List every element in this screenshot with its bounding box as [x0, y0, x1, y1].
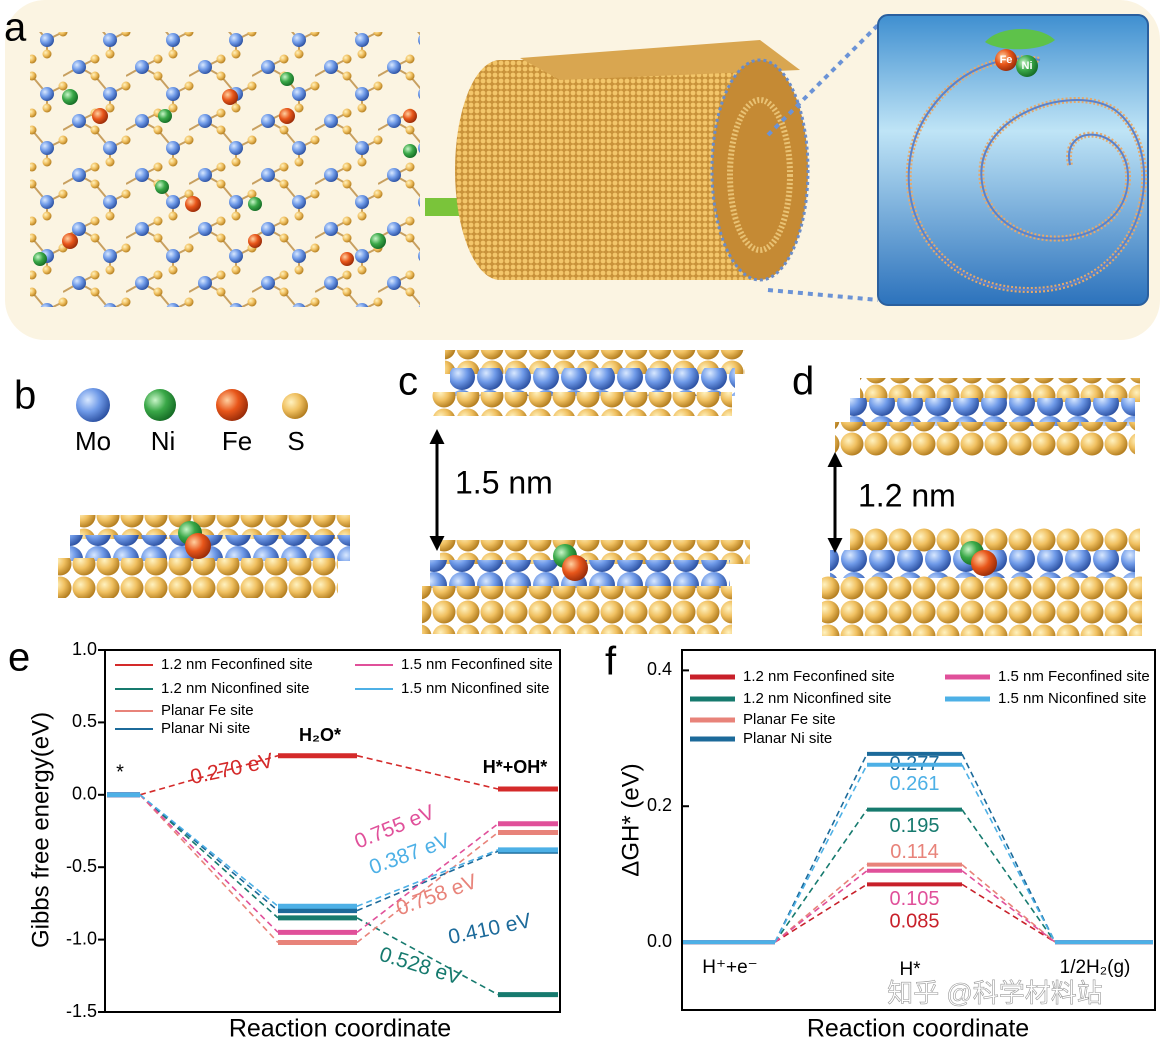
data-label: 0.085 — [889, 911, 939, 933]
connector — [139, 794, 279, 912]
legend-label: 1.2 nm Feconfined site — [161, 656, 313, 673]
y-tick-label: 0.0 — [72, 784, 97, 804]
y-tick-label: 0.0 — [647, 931, 672, 951]
annotation: 0.528 eV — [377, 943, 464, 990]
leaf — [985, 28, 1055, 50]
category-label: H⁺+e⁻ — [702, 957, 757, 978]
legend-label: 1.2 nm Feconfined site — [743, 668, 895, 685]
connector — [139, 794, 279, 919]
legend-label: 1.5 nm Feconfined site — [401, 656, 553, 673]
legend-label: 1.5 nm Feconfined site — [998, 668, 1150, 685]
connector — [139, 794, 279, 933]
plot-frame — [681, 649, 1156, 1011]
legend-label: 1.2 nm Niconfined site — [743, 690, 891, 707]
atom-label: Fe — [222, 426, 252, 456]
connector — [961, 753, 1056, 943]
slab — [422, 350, 750, 634]
connector — [139, 794, 279, 907]
spiral-core — [907, 57, 1145, 292]
y-tick-label: -1.5 — [66, 1001, 97, 1021]
legend-label: Planar Fe site — [743, 711, 836, 728]
connector — [356, 754, 499, 790]
annotation: 0.410 eV — [446, 909, 533, 949]
x-axis-title: Reaction coordinate — [807, 1015, 1029, 1043]
dopants — [33, 72, 417, 266]
connector — [139, 754, 279, 796]
atom-label: Ni — [151, 426, 176, 456]
y-tick-label: -1.0 — [66, 928, 97, 948]
annotation: 0.758 eV — [393, 870, 480, 920]
panel-label: b — [14, 374, 36, 418]
connector — [356, 917, 499, 996]
connector — [356, 849, 499, 908]
connector — [774, 870, 868, 943]
connector — [356, 850, 499, 912]
watermark: 知乎 @科学材料站 — [887, 978, 1103, 1008]
panel-label: e — [8, 636, 30, 680]
atom-label: S — [287, 426, 304, 456]
inset-label: Fe — [1000, 54, 1013, 66]
connector — [961, 764, 1056, 943]
atom-ni — [144, 389, 176, 421]
y-axis-title: Gibbs free energy(eV) — [27, 712, 54, 948]
panel-label: d — [792, 360, 814, 404]
category-label: H* — [899, 959, 921, 980]
slab — [58, 515, 350, 598]
panel-label: c — [398, 360, 418, 404]
legend-label: Planar Ni site — [743, 730, 832, 747]
y-tick-label: 0.2 — [647, 795, 672, 815]
atom-label: Mo — [75, 426, 111, 456]
connector — [774, 764, 868, 943]
plot-frame — [104, 649, 561, 1013]
atom-s — [282, 393, 308, 419]
inset-fe-atom — [995, 49, 1017, 71]
atom-fe — [216, 389, 248, 421]
slab — [822, 378, 1142, 636]
connector — [139, 794, 279, 944]
spacing-label: 1.2 nm — [858, 477, 956, 513]
category-label: 1/2H₂(g) — [1060, 957, 1131, 978]
legend-label: 1.2 nm Niconfined site — [161, 680, 309, 697]
annotation: 0.270 eV — [188, 749, 275, 789]
panel-label: f — [605, 640, 617, 684]
category-label: H*+OH* — [483, 757, 548, 777]
spacing-label: 1.5 nm — [455, 464, 553, 500]
x-axis-title: Reaction coordinate — [229, 1015, 451, 1043]
connector — [961, 864, 1056, 943]
nanoscroll — [455, 23, 880, 302]
category-label: H₂O* — [299, 725, 341, 745]
connector — [961, 883, 1056, 943]
lattice — [30, 32, 420, 307]
data-label: 0.114 — [890, 841, 939, 863]
legend-label: Planar Ni site — [161, 720, 250, 737]
connector — [774, 864, 868, 943]
inset-ni-atom — [1016, 55, 1038, 77]
y-tick-label: -0.5 — [66, 856, 97, 876]
category-label: * — [116, 761, 124, 783]
connector — [774, 753, 868, 943]
legend-label: 1.5 nm Niconfined site — [401, 680, 549, 697]
legend-label: 1.5 nm Niconfined site — [998, 690, 1146, 707]
legend-label: Planar Fe site — [161, 702, 254, 719]
y-axis-title: ΔGH* (eV) — [617, 763, 644, 876]
inset-label: Ni — [1022, 60, 1033, 72]
connector — [961, 809, 1056, 943]
connector — [774, 883, 868, 943]
data-label: 0.261 — [889, 773, 939, 795]
y-tick-label: 0.5 — [72, 711, 97, 731]
connector — [774, 809, 868, 943]
y-tick-label: 0.4 — [647, 659, 672, 679]
panel-label: a — [4, 6, 27, 50]
data-label: 0.195 — [889, 815, 939, 837]
data-label: 0.105 — [889, 888, 939, 910]
atom-mo — [76, 388, 110, 422]
y-tick-label: 1.0 — [72, 639, 97, 659]
